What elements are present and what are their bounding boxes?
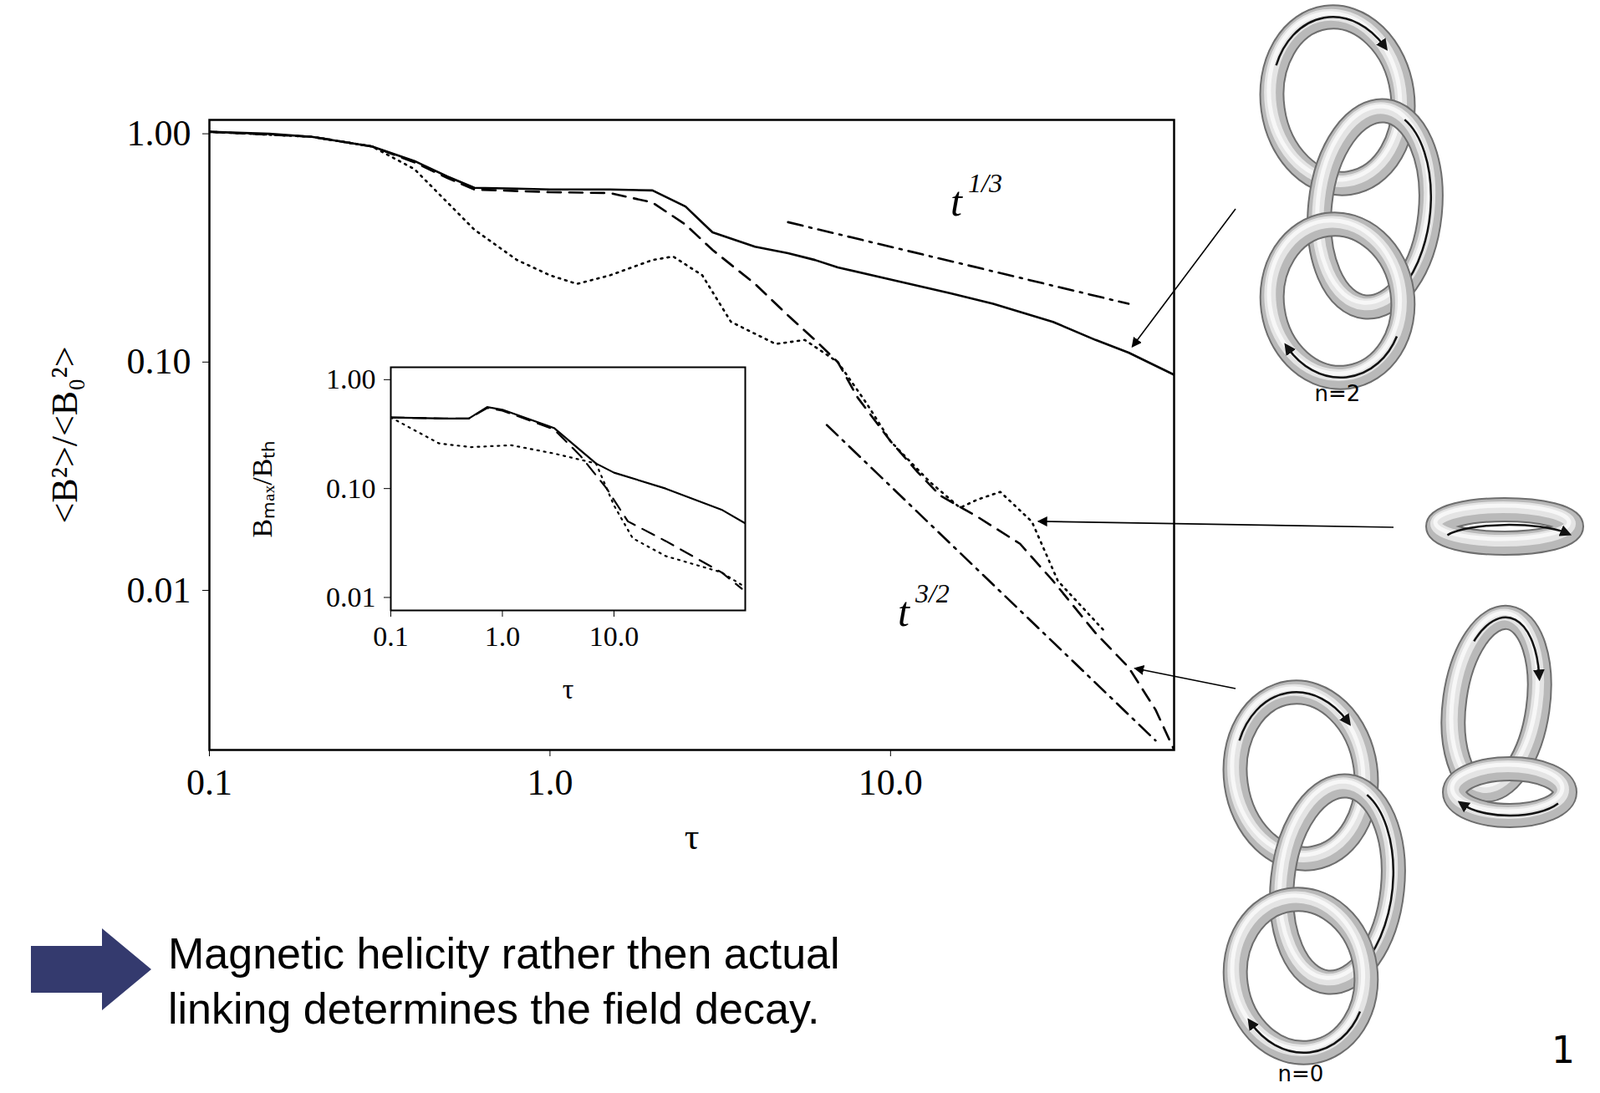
- svg-text:1.00: 1.00: [326, 363, 377, 395]
- svg-text:0.01: 0.01: [127, 570, 192, 612]
- svg-text:t: t: [950, 178, 964, 225]
- svg-text:1.00: 1.00: [127, 112, 192, 154]
- svg-text:10.0: 10.0: [858, 762, 923, 804]
- svg-text:Bₘₐₓ/Bₜₕ: Bₘₐₓ/Bₜₕ: [246, 440, 278, 539]
- svg-text:<B²>/<B₀²>: <B²>/<B₀²>: [44, 346, 86, 525]
- svg-text:0.01: 0.01: [326, 581, 377, 613]
- svg-text:n=2: n=2: [1314, 381, 1361, 407]
- svg-text:n=0: n=0: [1278, 1061, 1325, 1087]
- svg-text:3/2: 3/2: [914, 578, 950, 609]
- svg-text:1.0: 1.0: [526, 762, 573, 804]
- svg-text:0.1: 0.1: [372, 621, 409, 653]
- html-text:linking determines the field d: linking determines the field decay.: [168, 984, 820, 1034]
- html-text:Magnetic helicity rather then: Magnetic helicity rather then actual: [168, 929, 840, 979]
- svg-text:1: 1: [1551, 1029, 1575, 1072]
- svg-text:1/3: 1/3: [968, 168, 1003, 199]
- svg-text:10.0: 10.0: [589, 621, 640, 653]
- svg-text:τ: τ: [684, 816, 700, 858]
- svg-text:0.10: 0.10: [127, 341, 192, 383]
- svg-text:0.1: 0.1: [186, 762, 233, 804]
- svg-text:1.0: 1.0: [484, 621, 521, 653]
- svg-text:t: t: [897, 588, 911, 636]
- svg-text:0.10: 0.10: [326, 473, 377, 505]
- svg-text:τ: τ: [562, 673, 575, 705]
